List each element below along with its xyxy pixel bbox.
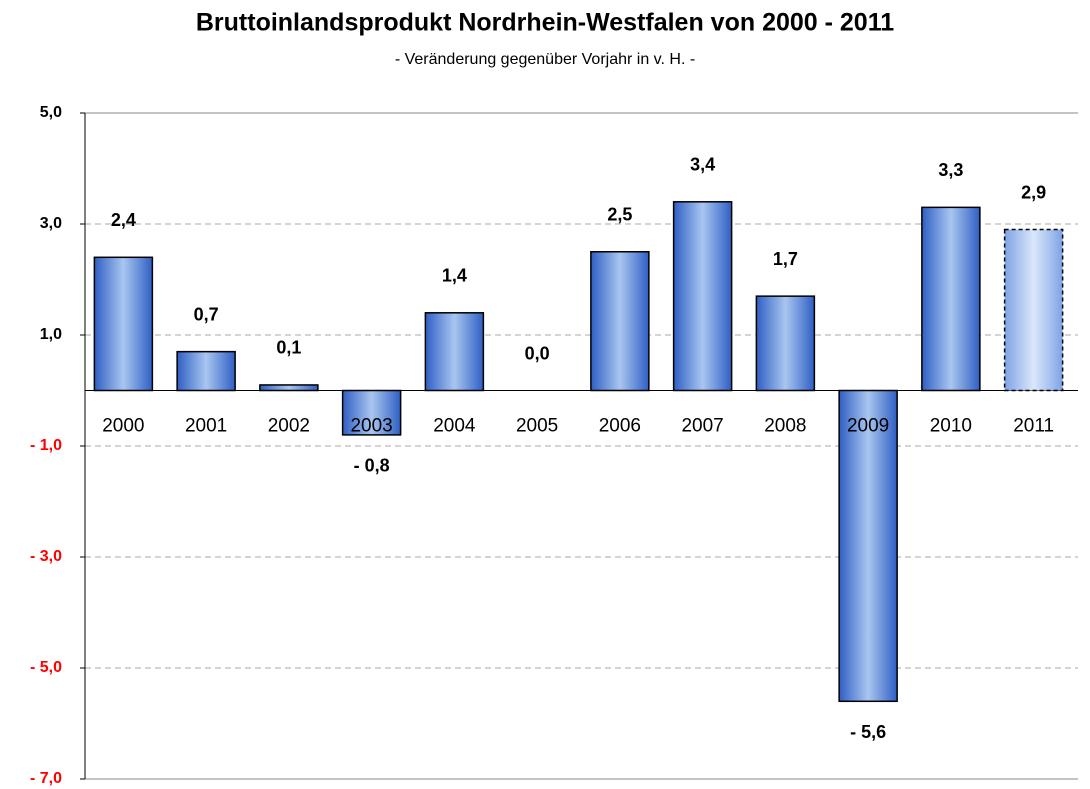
y-tick-label: - 5,0 bbox=[30, 659, 62, 676]
x-tick-label: 2010 bbox=[930, 416, 972, 437]
value-label: - 0,8 bbox=[354, 456, 390, 476]
bar bbox=[259, 384, 319, 392]
value-label: 1,7 bbox=[773, 249, 798, 269]
value-label: 3,3 bbox=[938, 160, 963, 180]
x-tick-label: 2003 bbox=[350, 416, 392, 437]
bar bbox=[590, 251, 650, 392]
bar bbox=[921, 206, 981, 392]
y-tick-label: 3,0 bbox=[40, 215, 62, 232]
bar bbox=[341, 389, 402, 436]
x-tick-label: 2011 bbox=[1013, 416, 1054, 437]
y-tick-label: - 1,0 bbox=[30, 437, 62, 454]
x-tick-label: 2002 bbox=[268, 416, 310, 437]
value-label: 0,7 bbox=[194, 304, 219, 324]
bar bbox=[1003, 228, 1064, 392]
chart-subtitle: - Veränderung gegenüber Vorjahr in v. H.… bbox=[395, 51, 695, 68]
bar bbox=[838, 389, 898, 703]
value-label: 3,4 bbox=[690, 155, 715, 175]
y-tick-label: 5,0 bbox=[40, 104, 62, 121]
y-tick-label: 1,0 bbox=[40, 326, 62, 343]
x-tick-label: 2007 bbox=[681, 416, 723, 437]
x-tick-label: 2005 bbox=[516, 416, 558, 437]
y-tick-label: - 3,0 bbox=[30, 548, 62, 565]
value-label: 2,9 bbox=[1021, 182, 1046, 202]
x-tick-label: 2009 bbox=[847, 416, 889, 437]
y-tick-label: - 7,0 bbox=[30, 770, 62, 787]
x-tick-label: 2008 bbox=[764, 416, 806, 437]
value-label: - 5,6 bbox=[850, 722, 886, 742]
bar bbox=[755, 295, 816, 392]
value-label: 1,4 bbox=[442, 266, 467, 286]
bar bbox=[176, 350, 236, 392]
value-label: 0,0 bbox=[525, 343, 550, 363]
bar bbox=[424, 312, 485, 392]
bar bbox=[93, 256, 154, 392]
chart-title: Bruttoinlandsprodukt Nordrhein-Westfalen… bbox=[196, 9, 894, 37]
bar bbox=[672, 201, 733, 392]
x-tick-label: 2000 bbox=[102, 416, 144, 437]
value-label: 0,1 bbox=[276, 338, 301, 358]
x-tick-label: 2001 bbox=[185, 416, 227, 437]
value-label: 2,4 bbox=[111, 210, 136, 230]
value-label: 2,5 bbox=[607, 205, 632, 225]
x-tick-label: 2006 bbox=[599, 416, 641, 437]
x-tick-label: 2004 bbox=[433, 416, 476, 437]
